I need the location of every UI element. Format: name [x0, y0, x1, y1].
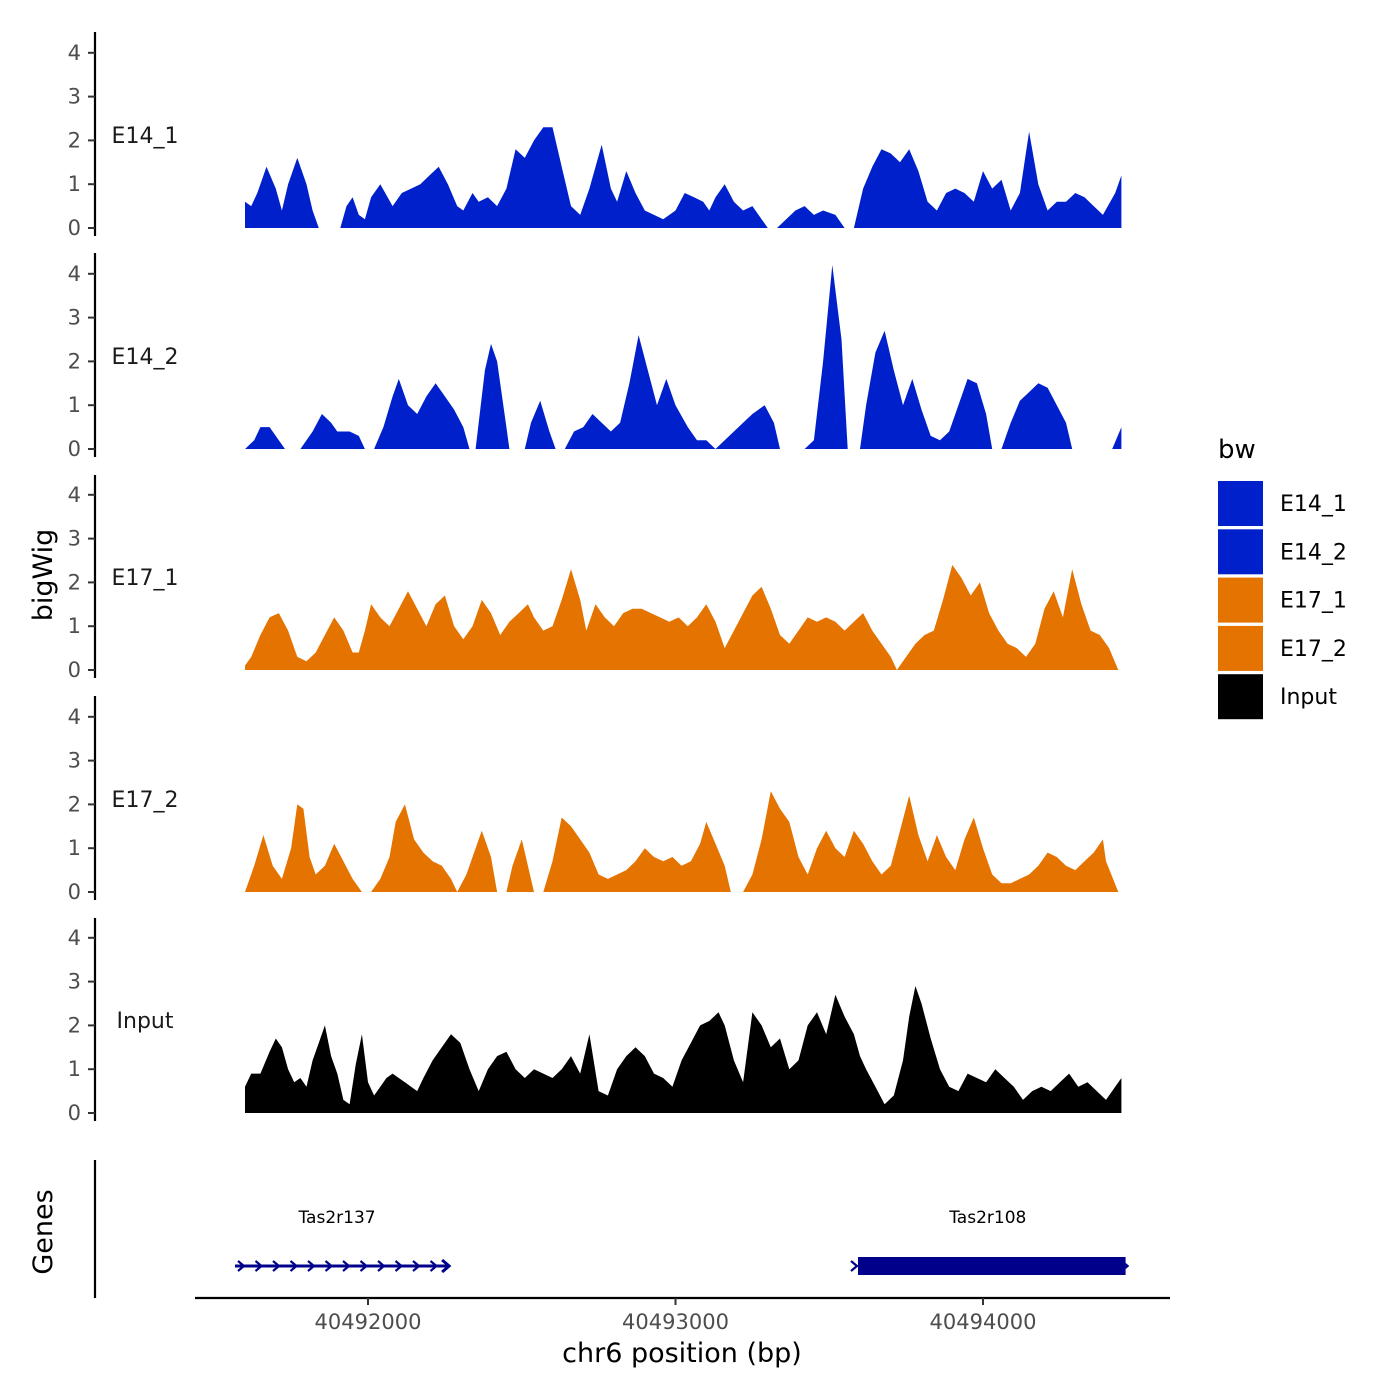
- y-tick-label: 3: [68, 85, 81, 109]
- legend-label: E14_2: [1280, 540, 1347, 565]
- legend-swatch: [1218, 625, 1263, 671]
- strand-arrow: [441, 1258, 452, 1274]
- legend-item-e17-1: E17_1: [1218, 577, 1347, 623]
- y-tick-label: 2: [68, 792, 81, 816]
- y-tick-label: 0: [68, 216, 81, 240]
- gene-tas2r137: Tas2r137: [235, 1208, 452, 1274]
- legend-swatch: [1218, 529, 1263, 575]
- legend-item-input: Input: [1218, 674, 1337, 720]
- track-input: 0 1 2 3 4 Input: [68, 918, 1122, 1125]
- track-label-e17-2: E17_2: [112, 788, 179, 813]
- legend-swatch: [1218, 674, 1263, 720]
- y-tick-label: 4: [68, 705, 81, 729]
- strand-arrow: [377, 1260, 386, 1272]
- gene-body: [858, 1257, 1126, 1275]
- gene-label: Tas2r108: [948, 1208, 1026, 1228]
- strand-arrow: [272, 1260, 281, 1272]
- track-label-e17-1: E17_1: [112, 566, 179, 591]
- genes-axis-title: Genes: [28, 1189, 59, 1274]
- strand-arrow: [237, 1260, 246, 1272]
- y-tick-label: 2: [68, 349, 81, 373]
- strand-arrow: [850, 1260, 859, 1272]
- track-e17-2: 0 1 2 3 4 E17_2: [68, 696, 1119, 904]
- legend-swatch: [1218, 481, 1263, 526]
- strand-arrow: [412, 1260, 421, 1272]
- legend-label: Input: [1280, 685, 1337, 710]
- y-tick-label: 1: [68, 172, 81, 196]
- track-e14-1: 0 1 2 3 4 E14_1: [68, 32, 1122, 240]
- y-tick-label: 0: [68, 658, 81, 682]
- strand-arrow: [307, 1260, 316, 1272]
- y-tick-label: 1: [68, 393, 81, 417]
- y-tick-label: 0: [68, 880, 81, 904]
- x-tick-label: 40494000: [930, 1310, 1037, 1334]
- strand-arrow: [342, 1260, 351, 1272]
- y-tick-label: 2: [68, 128, 81, 152]
- legend-label: E14_1: [1280, 492, 1347, 517]
- gene-tas2r108: Tas2r108: [850, 1208, 1130, 1275]
- legend-label: E17_2: [1280, 637, 1347, 662]
- y-tick-label: 2: [68, 570, 81, 594]
- track-e17-1: 0 1 2 3 4 E17_1: [68, 475, 1119, 682]
- y-tick-label: 4: [68, 41, 81, 65]
- legend-item-e14-1: E14_1: [1218, 481, 1347, 526]
- y-tick-label: 3: [68, 527, 81, 551]
- track-label-e14-2: E14_2: [112, 345, 179, 370]
- x-tick-label: 40492000: [315, 1310, 422, 1334]
- y-tick-label: 1: [68, 836, 81, 860]
- strand-arrow: [1120, 1260, 1130, 1272]
- y-tick-label: 3: [68, 970, 81, 994]
- y-tick-label: 0: [68, 1101, 81, 1125]
- legend-title: bw: [1218, 435, 1256, 465]
- y-tick-label: 3: [68, 306, 81, 330]
- x-axis-title: chr6 position (bp): [562, 1338, 802, 1369]
- y-tick-label: 2: [68, 1013, 81, 1037]
- genes-track: Tas2r137 Tas2r108: [93, 1160, 1130, 1298]
- x-axis: 40492000 40493000 40494000: [195, 1296, 1170, 1334]
- strand-arrow: [254, 1260, 264, 1272]
- y-axis-title: bigWig: [28, 529, 59, 622]
- legend-item-e17-2: E17_2: [1218, 625, 1347, 671]
- track-label-input: Input: [117, 1009, 174, 1034]
- y-tick-label: 4: [68, 262, 81, 286]
- track-e14-2: 0 1 2 3 4 E14_2: [68, 253, 1122, 461]
- area-e17-1: [245, 564, 1119, 670]
- strand-arrow: [429, 1260, 439, 1272]
- track-label-e14-1: E14_1: [112, 124, 179, 149]
- strand-arrow: [324, 1260, 334, 1272]
- strand-arrow: [394, 1260, 404, 1272]
- x-tick-label: 40493000: [622, 1310, 729, 1334]
- strand-arrow: [289, 1260, 299, 1272]
- legend-item-e14-2: E14_2: [1218, 529, 1347, 575]
- area-e17-2: [245, 791, 1119, 892]
- legend: bw E14_1 E14_2 E17_1 E17_2 Input: [1218, 435, 1347, 720]
- gene-label: Tas2r137: [297, 1208, 375, 1228]
- strand-arrow: [359, 1260, 369, 1272]
- y-tick-label: 4: [68, 483, 81, 507]
- y-tick-label: 0: [68, 437, 81, 461]
- area-e14-2: [245, 265, 1122, 449]
- y-tick-label: 1: [68, 1057, 81, 1081]
- y-tick-label: 4: [68, 926, 81, 950]
- legend-swatch: [1218, 577, 1263, 623]
- y-tick-label: 3: [68, 749, 81, 773]
- area-e14-1: [245, 127, 1122, 228]
- y-tick-label: 1: [68, 614, 81, 638]
- area-input: [245, 986, 1122, 1113]
- signal-tracks: 0 1 2 3 4 E14_1 0 1 2 3 4 E14_2 0 1 2 3 4 E17_1 0 1 2 3 4 E17_2…: [68, 32, 1122, 1125]
- legend-label: E17_1: [1280, 589, 1347, 614]
